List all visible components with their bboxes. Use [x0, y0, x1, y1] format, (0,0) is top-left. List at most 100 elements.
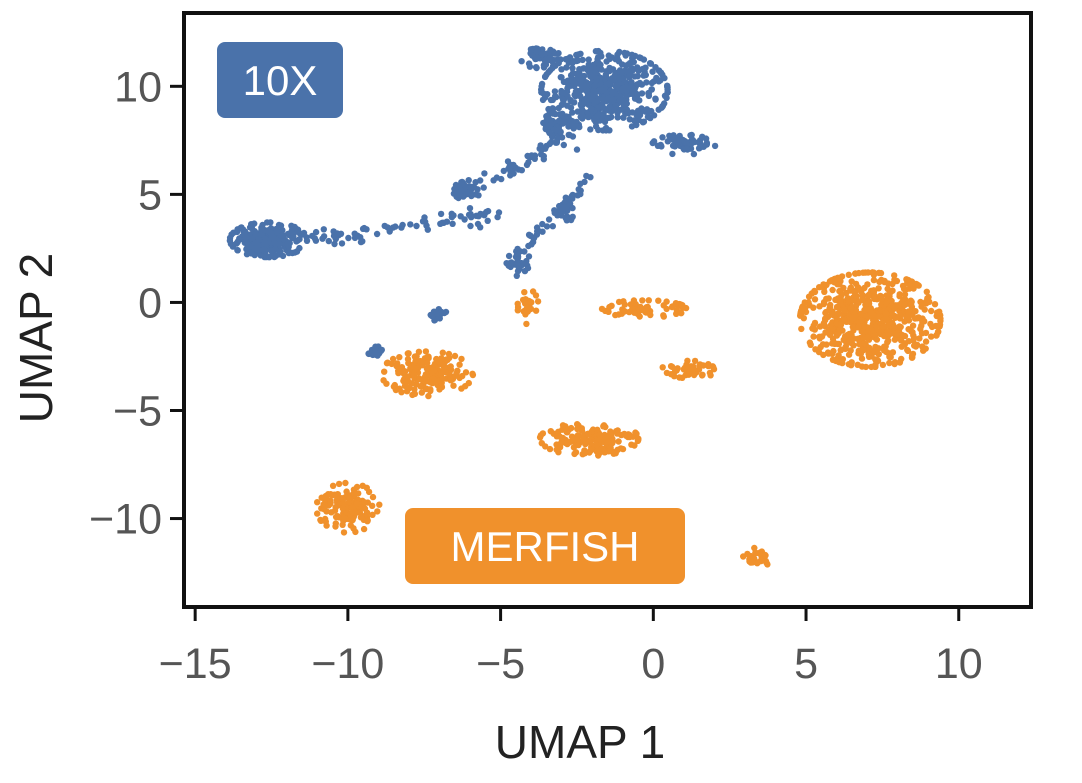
- 10x-point: [254, 242, 261, 249]
- merfish-point: [314, 510, 321, 517]
- merfish-point: [369, 511, 376, 518]
- 10x-point: [268, 247, 275, 254]
- merfish-point: [469, 371, 477, 379]
- merfish-point: [921, 306, 928, 313]
- merfish-point: [574, 421, 581, 428]
- merfish-point: [340, 529, 348, 536]
- merfish-point: [331, 507, 339, 514]
- 10x-point: [569, 109, 576, 116]
- 10x-point: [244, 243, 251, 251]
- merfish-point: [841, 307, 848, 314]
- bridge-point: [481, 170, 488, 177]
- bridge-point: [421, 214, 428, 221]
- merfish-point: [855, 324, 862, 331]
- x-tick-label: −5: [476, 640, 525, 688]
- bridge-point: [357, 234, 364, 241]
- merfish-point: [391, 381, 398, 389]
- merfish-point: [532, 292, 540, 299]
- merfish-point: [923, 300, 930, 307]
- merfish-point: [851, 289, 858, 296]
- tag-merfish-label: MERFISH: [451, 523, 640, 570]
- merfish-point: [905, 308, 912, 315]
- merfish-point: [348, 516, 355, 524]
- merfish-point: [363, 509, 371, 516]
- merfish-point: [419, 361, 426, 368]
- merfish-point: [816, 284, 823, 291]
- merfish-point: [404, 355, 412, 363]
- merfish-point: [916, 335, 923, 342]
- merfish-point: [864, 333, 872, 340]
- merfish-point: [811, 288, 819, 296]
- merfish-point: [873, 336, 881, 343]
- bridge-point: [325, 237, 332, 245]
- 10x-point: [538, 80, 546, 88]
- merfish-point: [928, 323, 936, 331]
- merfish-point: [850, 342, 857, 349]
- 10x-point: [428, 312, 436, 320]
- 10x-point: [579, 83, 586, 91]
- merfish-point: [596, 431, 604, 438]
- merfish-point: [445, 350, 453, 358]
- merfish-point: [447, 377, 454, 384]
- 10x-point: [595, 95, 602, 103]
- merfish-point: [647, 311, 654, 319]
- bridge-point: [461, 216, 468, 223]
- merfish-point: [353, 490, 360, 497]
- bridge-point: [577, 190, 584, 198]
- merfish-point: [514, 304, 522, 311]
- merfish-point: [327, 499, 334, 506]
- merfish-point: [829, 286, 836, 294]
- merfish-point: [667, 371, 675, 378]
- 10x-point: [614, 51, 621, 58]
- merfish-point: [424, 359, 431, 367]
- 10x-point: [596, 117, 603, 124]
- merfish-point: [420, 377, 428, 384]
- merfish-point: [897, 337, 905, 344]
- merfish-point: [848, 278, 855, 285]
- 10x-point: [587, 126, 594, 133]
- merfish-point: [442, 368, 449, 376]
- merfish-point: [865, 292, 872, 300]
- merfish-point: [598, 445, 606, 452]
- merfish-point: [453, 370, 460, 377]
- bridge-point: [514, 250, 521, 257]
- bridge-point: [440, 219, 447, 226]
- merfish-point: [891, 360, 898, 368]
- merfish-point: [758, 557, 765, 565]
- merfish-point: [837, 297, 844, 304]
- 10x-point: [619, 86, 626, 93]
- merfish-point: [636, 313, 643, 320]
- 10x-point: [538, 51, 546, 58]
- bridge-point: [386, 228, 393, 235]
- 10x-point: [543, 71, 550, 78]
- 10x-point: [679, 136, 687, 144]
- merfish-point: [418, 389, 425, 396]
- 10x-point: [451, 185, 458, 193]
- merfish-point: [673, 310, 680, 317]
- merfish-point: [863, 312, 871, 320]
- bridge-point: [309, 232, 316, 240]
- 10x-point: [579, 112, 586, 120]
- merfish-point: [919, 318, 926, 326]
- merfish-point: [395, 367, 402, 375]
- merfish-point: [859, 328, 866, 335]
- merfish-point: [881, 332, 888, 340]
- merfish-point: [451, 352, 459, 360]
- merfish-point: [819, 341, 827, 348]
- merfish-point: [861, 322, 868, 330]
- merfish-point: [404, 350, 411, 357]
- merfish-point: [842, 343, 849, 350]
- merfish-point: [407, 365, 414, 372]
- tag-10x: 10X: [217, 42, 343, 118]
- merfish-point: [389, 355, 397, 363]
- merfish-point: [631, 309, 638, 316]
- merfish-point: [369, 493, 377, 501]
- merfish-point: [856, 340, 863, 348]
- 10x-point: [540, 64, 548, 71]
- merfish-point: [859, 296, 866, 303]
- merfish-point: [875, 328, 882, 335]
- merfish-point: [882, 310, 890, 317]
- merfish-point: [546, 445, 554, 453]
- merfish-point: [609, 439, 616, 447]
- 10x-point: [525, 60, 533, 67]
